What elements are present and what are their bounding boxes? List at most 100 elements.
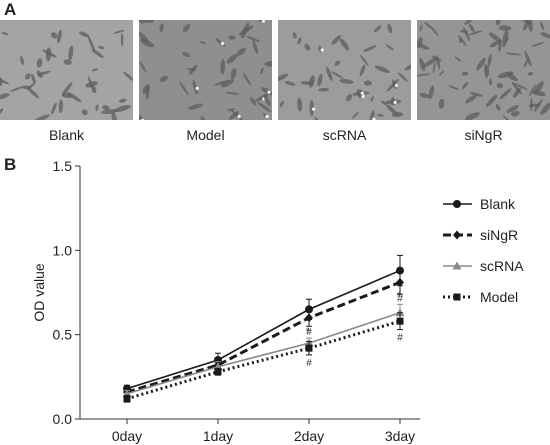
cell-shape (0, 108, 4, 116)
bright-cell (265, 114, 269, 119)
cell-shape (225, 91, 239, 95)
cell-shape (502, 29, 509, 48)
cell-shape (120, 33, 124, 47)
cell-shape (249, 97, 257, 106)
cell-shape (1, 32, 9, 36)
cell-shape (540, 102, 550, 115)
cell-shape (506, 105, 520, 113)
cell-shape (63, 59, 72, 65)
cell-shape (145, 85, 150, 100)
legend-marker-model (453, 293, 461, 301)
cell-shape (9, 85, 26, 92)
cell-shape (524, 50, 532, 67)
cell-shape (359, 64, 366, 77)
cell-shape (81, 109, 88, 115)
legend-label-scrna: scRNA (480, 258, 524, 274)
cell-shape (159, 23, 164, 33)
cell-shape (387, 23, 393, 34)
cell-shape (346, 93, 353, 102)
data-point-model (214, 368, 222, 376)
cell-shape (505, 52, 522, 56)
cell-shape (469, 92, 484, 97)
series-line-singr (126, 280, 401, 394)
cell-shape (419, 92, 430, 99)
cell-shape (331, 35, 342, 45)
annotation-model: # (397, 333, 403, 344)
cell-shape (179, 81, 189, 96)
cell-shape (488, 32, 503, 44)
cell-shape (462, 81, 469, 90)
bright-cell (393, 100, 397, 104)
cell-shape (140, 38, 155, 48)
cell-shape (159, 75, 168, 83)
legend-marker-blank (453, 200, 461, 208)
y-tick-label: 1.0 (53, 242, 73, 258)
cell-shape (284, 81, 296, 86)
cell-shape (114, 105, 131, 112)
panel-a-letter: A (4, 0, 17, 19)
cell-shape (534, 99, 543, 112)
cell-shape (182, 51, 191, 58)
series-line-scrna (126, 311, 401, 395)
cell-shape (339, 38, 350, 51)
cell-shape (489, 40, 500, 48)
cell-shape (85, 81, 98, 88)
annotation-star: * (397, 290, 402, 302)
cell-shape (36, 70, 43, 78)
bright-cell (312, 107, 316, 111)
legend-label-singr: siNgR (480, 227, 518, 243)
data-point-model (396, 317, 404, 325)
cell-shape (238, 25, 254, 36)
cell-shape (314, 116, 319, 120)
cell-shape (386, 104, 398, 116)
cell-shape (432, 61, 436, 74)
cell-shape (404, 64, 411, 71)
cell-shape (98, 45, 105, 50)
cell-shape (438, 98, 445, 109)
cell-shape (465, 94, 477, 104)
cell-shape (57, 29, 62, 44)
cell-shape (431, 27, 439, 36)
cell-shape (220, 79, 235, 88)
cell-shape (495, 20, 501, 26)
bright-cell (372, 117, 376, 120)
micrograph-model (139, 20, 272, 120)
cell-shape (465, 112, 480, 120)
cell-shape (102, 105, 110, 111)
cell-shape (528, 83, 537, 97)
cell-shape (370, 96, 374, 102)
legend-label-model: Model (480, 289, 518, 305)
cell-shape (213, 80, 230, 86)
cell-shape (511, 82, 528, 90)
cell-shape (539, 21, 545, 31)
micrograph-blank (0, 20, 133, 120)
cell-shape (339, 78, 354, 84)
cell-shape (123, 71, 133, 82)
cell-shape (309, 99, 314, 117)
cell-shape (111, 110, 118, 120)
cell-shape (243, 72, 251, 86)
micrograph-label-model: Model (186, 127, 225, 143)
cell-shape (87, 36, 95, 52)
cell-shape (226, 53, 238, 64)
cell-shape (228, 35, 236, 40)
cell-shape (369, 110, 375, 120)
cell-shape (182, 23, 191, 33)
cell-shape (428, 85, 435, 100)
x-tick-label: 1day (203, 428, 233, 444)
cell-shape (297, 37, 302, 45)
bright-cell (237, 114, 241, 119)
cell-shape (468, 23, 475, 33)
bright-cell (195, 86, 199, 90)
data-point-model (305, 344, 313, 352)
cell-shape (297, 97, 303, 112)
cell-shape (359, 55, 369, 66)
cell-shape (101, 109, 118, 115)
cell-shape (419, 57, 426, 72)
panel-b-letter: B (4, 155, 17, 174)
cell-shape (464, 20, 474, 25)
cell-shape (246, 35, 260, 43)
cell-shape (139, 115, 143, 120)
od-line-chart: 0.0 0.5 1.0 1.5 0day 1day 2day 3day OD value # # # #… (31, 158, 524, 444)
bright-cell (220, 41, 225, 46)
